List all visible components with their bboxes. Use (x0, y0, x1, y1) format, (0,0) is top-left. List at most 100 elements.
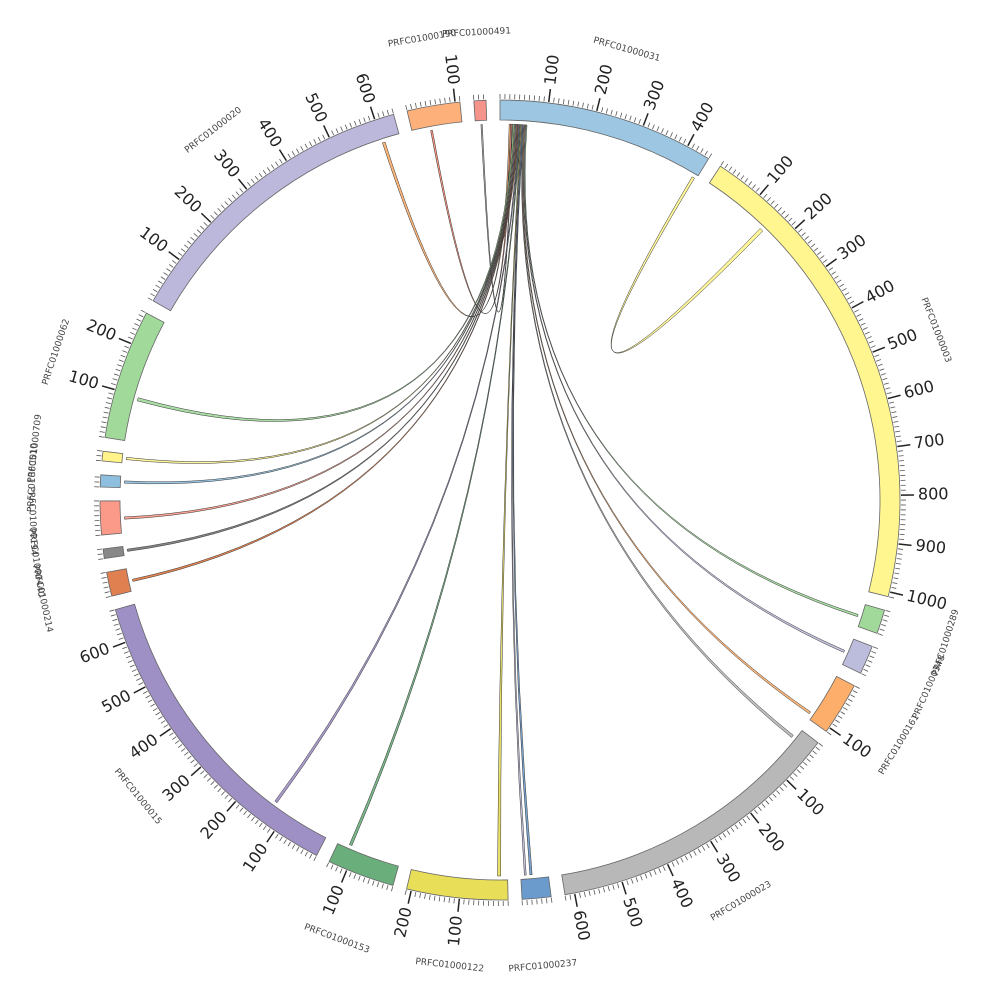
minor-tick (405, 105, 408, 111)
minor-tick (788, 217, 793, 222)
minor-tick (586, 103, 589, 109)
link (610, 176, 764, 354)
minor-tick (136, 677, 141, 681)
minor-tick (746, 815, 751, 821)
minor-tick (428, 894, 431, 900)
minor-tick (180, 248, 186, 253)
minor-tick (404, 889, 407, 895)
major-tick (278, 149, 287, 162)
minor-tick (166, 268, 171, 272)
minor-tick (200, 770, 205, 775)
minor-tick (601, 107, 604, 113)
minor-tick (419, 101, 422, 107)
segment (857, 604, 886, 634)
tick-label: 100 (66, 366, 101, 393)
minor-tick (443, 897, 446, 903)
minor-tick (145, 695, 151, 699)
minor-tick (738, 821, 743, 827)
minor-tick (781, 210, 786, 215)
minor-tick (854, 309, 859, 313)
minor-tick (893, 577, 899, 580)
minor-tick (893, 420, 899, 423)
major-tick (887, 394, 901, 400)
major-tick (369, 106, 376, 120)
minor-tick (254, 819, 259, 825)
tick-label: 100 (793, 785, 828, 820)
minor-tick (626, 880, 629, 886)
minor-tick (108, 392, 114, 395)
minor-tick (734, 824, 739, 830)
minor-tick (665, 130, 669, 136)
minor-tick (891, 411, 897, 414)
major-tick (200, 212, 212, 223)
minor-tick (617, 883, 620, 889)
minor-tick (424, 100, 427, 106)
minor-tick (861, 673, 867, 677)
minor-tick (889, 401, 895, 404)
minor-tick (239, 807, 244, 812)
tick-label: 300 (158, 771, 193, 806)
minor-tick (200, 225, 205, 230)
minor-tick (697, 848, 701, 854)
link (521, 124, 794, 738)
minor-tick (210, 781, 215, 786)
minor-tick (865, 664, 871, 668)
minor-tick (828, 267, 834, 271)
segment (99, 474, 122, 489)
minor-tick (754, 809, 758, 815)
minor-tick (224, 201, 229, 206)
tick-label: 100 (441, 53, 463, 85)
minor-tick (258, 822, 263, 828)
minor-tick (275, 833, 279, 839)
minor-tick (895, 430, 901, 433)
link (524, 124, 859, 617)
minor-tick (700, 148, 704, 154)
major-tick (340, 870, 348, 883)
minor-tick (98, 558, 104, 560)
minor-tick (774, 203, 779, 209)
minor-tick (882, 377, 888, 381)
minor-tick (799, 765, 805, 770)
minor-tick (270, 164, 275, 169)
minor-tick (558, 98, 560, 104)
minor-tick (579, 892, 581, 899)
minor-tick (593, 889, 596, 895)
tick-label: 200 (196, 807, 230, 842)
segment (102, 546, 125, 560)
tick-label: 100 (136, 223, 172, 257)
minor-tick (444, 97, 446, 103)
minor-tick (203, 773, 208, 778)
minor-tick (881, 624, 887, 627)
tick-label: 100 (763, 152, 797, 188)
minor-tick (661, 128, 664, 134)
minor-tick (730, 827, 735, 833)
minor-tick (562, 99, 565, 105)
minor-tick (287, 153, 291, 159)
minor-tick (279, 836, 283, 842)
major-tick (872, 346, 886, 353)
minor-tick (247, 181, 251, 187)
minor-tick (708, 153, 713, 159)
link (125, 124, 516, 464)
minor-tick (136, 318, 142, 322)
minor-tick (348, 872, 352, 878)
minor-tick (849, 300, 855, 304)
segment-name: PRFC01000194 (25, 486, 38, 556)
minor-tick (160, 276, 166, 280)
minor-tick (815, 746, 820, 751)
minor-tick (291, 844, 296, 850)
major-tick (642, 113, 649, 126)
minor-tick (439, 98, 441, 104)
minor-tick (429, 100, 432, 106)
minor-tick (262, 170, 267, 175)
minor-tick (631, 878, 634, 884)
minor-tick (767, 197, 771, 202)
minor-tick (104, 591, 110, 594)
minor-tick (863, 668, 869, 672)
minor-tick (147, 297, 153, 301)
segment (406, 101, 463, 131)
minor-tick (317, 136, 321, 142)
minor-tick (296, 846, 300, 852)
minor-tick (287, 841, 291, 847)
minor-tick (569, 894, 572, 900)
